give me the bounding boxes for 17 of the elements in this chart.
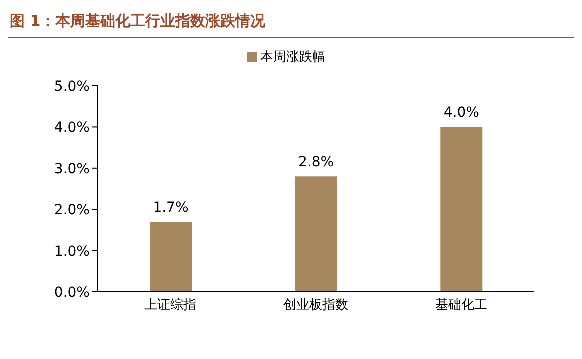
data-label: 4.0% [444,105,480,122]
data-label: 2.8% [298,154,334,171]
y-tick-label: 3.0% [54,161,90,178]
y-tick-label: 0.0% [54,284,90,301]
bar [150,222,192,292]
data-label: 1.7% [153,200,189,216]
y-tick-label: 5.0% [54,78,90,95]
y-tick-label: 4.0% [54,120,90,136]
bar [295,176,338,292]
legend-label: 本周涨跌幅 [260,50,326,65]
bar [440,127,483,292]
y-tick-label: 1.0% [54,244,90,260]
x-tick-label: 基础化工 [435,298,488,314]
y-tick-label: 2.0% [54,202,90,219]
x-tick-label: 上证综指 [144,298,197,314]
chart-title: 图 1：本周基础化工行业指数涨跌情况 [8,8,574,38]
x-tick-label: 创业板指数 [284,298,348,314]
